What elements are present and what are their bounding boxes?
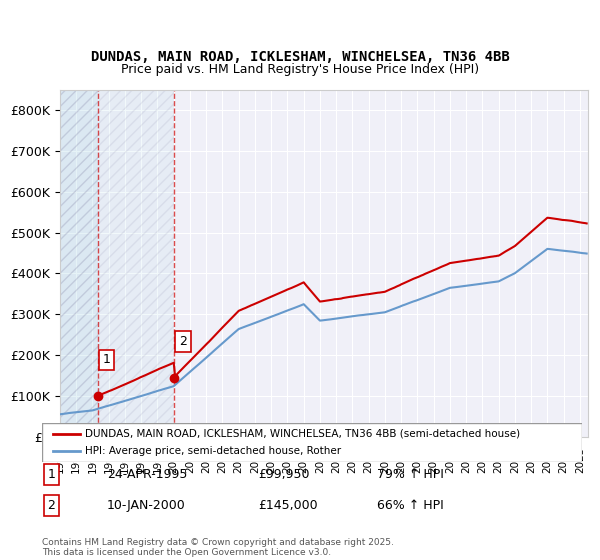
FancyBboxPatch shape xyxy=(42,423,582,462)
Text: 2: 2 xyxy=(179,335,187,348)
Text: Contains HM Land Registry data © Crown copyright and database right 2025.
This d: Contains HM Land Registry data © Crown c… xyxy=(42,538,394,557)
Text: 1: 1 xyxy=(47,468,55,481)
Text: DUNDAS, MAIN ROAD, ICKLESHAM, WINCHELSEA, TN36 4BB: DUNDAS, MAIN ROAD, ICKLESHAM, WINCHELSEA… xyxy=(91,50,509,64)
Bar xyxy=(60,90,98,437)
Text: 66% ↑ HPI: 66% ↑ HPI xyxy=(377,499,443,512)
Text: 2: 2 xyxy=(47,499,55,512)
Text: DUNDAS, MAIN ROAD, ICKLESHAM, WINCHELSEA, TN36 4BB (semi-detached house): DUNDAS, MAIN ROAD, ICKLESHAM, WINCHELSEA… xyxy=(85,429,520,439)
Text: 10-JAN-2000: 10-JAN-2000 xyxy=(107,499,185,512)
Text: HPI: Average price, semi-detached house, Rother: HPI: Average price, semi-detached house,… xyxy=(85,446,341,456)
Text: 1: 1 xyxy=(103,353,110,366)
Text: 24-APR-1995: 24-APR-1995 xyxy=(107,468,187,481)
Text: Price paid vs. HM Land Registry's House Price Index (HPI): Price paid vs. HM Land Registry's House … xyxy=(121,63,479,76)
Text: 79% ↑ HPI: 79% ↑ HPI xyxy=(377,468,443,481)
Text: £99,950: £99,950 xyxy=(258,468,310,481)
Bar xyxy=(98,90,174,437)
Text: £145,000: £145,000 xyxy=(258,499,317,512)
